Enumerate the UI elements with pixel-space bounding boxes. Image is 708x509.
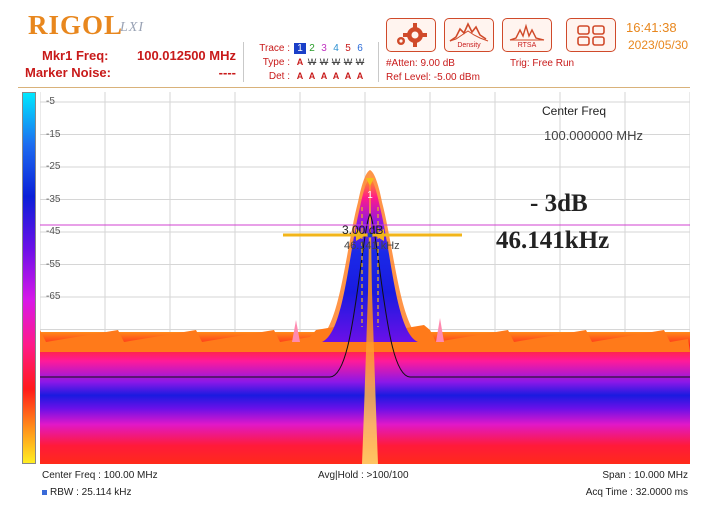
density-color-scale <box>22 92 36 464</box>
clock-time: 16:41:38 <box>626 20 677 35</box>
rtsa-button[interactable]: RTSA <box>502 18 552 52</box>
footer-rbw[interactable]: RBW : 25.114 kHz <box>42 487 132 498</box>
trace-type-4[interactable]: W <box>331 57 341 67</box>
footer-center-freq[interactable]: Center Freq : 100.00 MHz <box>42 470 158 481</box>
marker-1-number: 1 <box>367 190 373 201</box>
trace-4-selector[interactable]: 4 <box>333 43 339 54</box>
density-button[interactable]: Density <box>444 18 494 52</box>
footer-avg-hold[interactable]: Avg|Hold : >100/100 <box>318 470 409 481</box>
trace-det-4[interactable]: A <box>332 71 340 81</box>
y-tick-label: -45 <box>46 226 61 237</box>
trigger-value[interactable]: Trig: Free Run <box>510 58 575 69</box>
marker-point <box>367 232 373 238</box>
spectrum-graph: 1 <box>40 92 690 464</box>
spur-right <box>436 318 444 342</box>
trace-5-selector[interactable]: 5 <box>345 43 351 54</box>
trace-2-selector[interactable]: 2 <box>309 43 315 54</box>
average-trace <box>40 212 690 378</box>
marker-freq-value[interactable]: 100.012500 MHz <box>136 48 236 63</box>
y-tick-label: -15 <box>46 128 61 140</box>
trace-det-3[interactable]: A <box>320 71 328 81</box>
rbw-indicator-icon <box>42 489 47 495</box>
trace-3-selector[interactable]: 3 <box>321 43 327 54</box>
center-freq-value: 100.000000 MHz <box>544 128 644 143</box>
type-label: Type : <box>262 57 290 68</box>
marker-noise-label: Marker Noise: <box>25 65 111 80</box>
trace-label: Trace : <box>259 43 290 54</box>
marker-bw-readout: 46.141 kHz <box>344 240 400 252</box>
header-rule <box>18 87 690 88</box>
brand-lxi: LXI <box>120 20 144 35</box>
trace-type-5[interactable]: W <box>343 57 353 67</box>
footer-rbw-text: RBW : 25.114 kHz <box>50 487 132 498</box>
window-grid-icon <box>577 25 605 46</box>
trace-type-6[interactable]: W <box>355 57 365 67</box>
annotation-value: 46.141kHz <box>496 227 610 254</box>
y-tick-label: -65 <box>46 291 61 302</box>
center-freq-title: Center Freq <box>542 104 607 118</box>
trace-1-selector[interactable]: 1 <box>294 43 306 54</box>
layout-button[interactable] <box>566 18 616 52</box>
signal-peak-core <box>362 172 378 464</box>
trace-type-1[interactable]: A <box>296 57 304 67</box>
settings-button[interactable] <box>386 18 436 52</box>
marker-delta-readout: 3.00 dB <box>342 223 384 237</box>
density-label: Density <box>457 42 481 49</box>
annotation-title: - 3dB <box>530 190 588 217</box>
footer-acq-time[interactable]: Acq Time : 32.0000 ms <box>585 487 688 498</box>
brand-logo: RIGOL <box>28 10 124 40</box>
density-icon <box>449 22 489 42</box>
header-divider <box>378 42 379 82</box>
ref-level-value[interactable]: Ref Level: -5.00 dBm <box>386 72 480 83</box>
rtsa-label: RTSA <box>517 42 537 49</box>
trace-det-6[interactable]: A <box>356 71 364 81</box>
marker-1-icon <box>366 178 374 186</box>
instrument-header: RIGOL LXI Mkr1 Freq: 100.012500 MHz Mark… <box>0 0 708 92</box>
gear-icon <box>397 23 427 47</box>
trace-det-1[interactable]: A <box>296 71 304 81</box>
footer-span[interactable]: Span : 10.000 MHz <box>602 470 688 481</box>
det-label: Det : <box>268 71 290 82</box>
marker-noise-value: ---- <box>218 65 236 80</box>
y-tick-label: -25 <box>46 161 61 172</box>
marker-freq-label: Mkr1 Freq: <box>42 48 109 63</box>
trace-type-3[interactable]: W <box>319 57 329 67</box>
trace-type-2[interactable]: W <box>307 57 317 67</box>
header-divider <box>243 42 244 82</box>
arrow-head-left <box>374 229 384 241</box>
trace-6-selector[interactable]: 6 <box>357 43 363 54</box>
trace-det-2[interactable]: A <box>308 71 316 81</box>
y-tick-label: -35 <box>46 193 61 205</box>
trace-det-5[interactable]: A <box>344 71 352 81</box>
y-tick-label: -5 <box>46 96 55 107</box>
spur-left <box>292 320 300 342</box>
arrow-head-right <box>356 229 366 241</box>
clock-date: 2023/05/30 <box>628 38 689 52</box>
atten-value[interactable]: #Atten: 9.00 dB <box>386 58 455 69</box>
y-tick-label: -55 <box>46 258 61 270</box>
spectrum-plot[interactable]: 1 3.00 dB 46.141 kHz Center Freq 100.000… <box>40 92 690 464</box>
rtsa-icon <box>509 23 545 41</box>
